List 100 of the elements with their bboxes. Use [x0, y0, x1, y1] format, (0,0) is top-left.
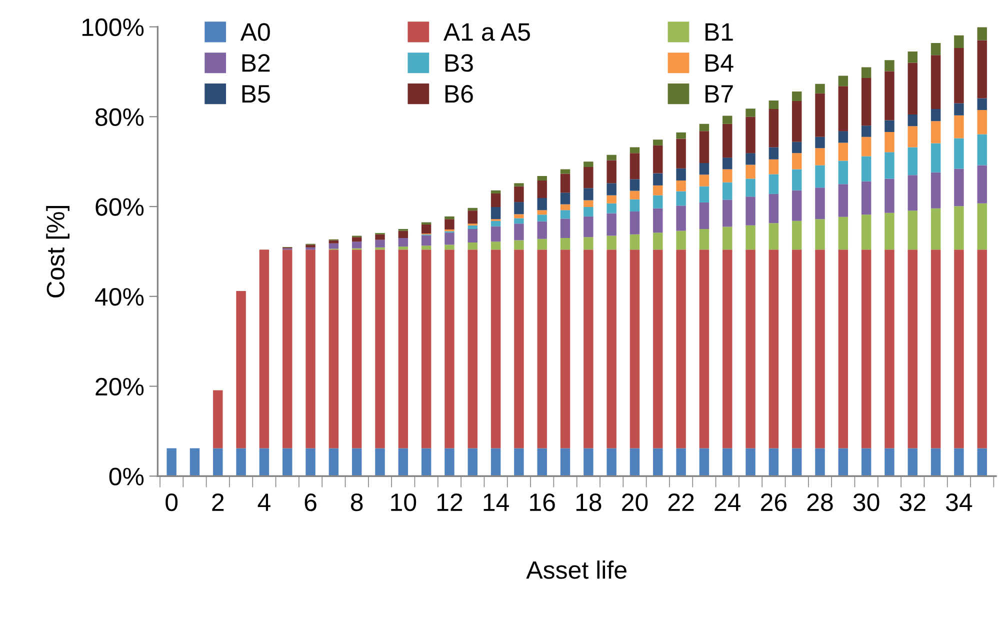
bar [676, 138, 686, 168]
bar [699, 229, 710, 250]
bar [560, 218, 570, 238]
bar [514, 240, 524, 250]
bar [398, 230, 408, 238]
bar [815, 148, 825, 166]
y-axis-title: Cost [%] [46, 206, 70, 298]
bar [606, 213, 616, 236]
bar [838, 184, 848, 217]
bar [954, 168, 964, 206]
bar [792, 153, 802, 170]
bar [560, 192, 570, 204]
x-tick-label: 30 [853, 493, 880, 512]
bar [908, 52, 918, 63]
bar [584, 237, 594, 250]
bar [861, 67, 872, 78]
bar [908, 126, 918, 148]
bar [838, 142, 848, 161]
bar [908, 62, 918, 114]
legend-label: A0 [240, 23, 270, 41]
bar [884, 448, 894, 476]
bar [977, 110, 987, 134]
bar [653, 232, 663, 250]
bar [537, 250, 547, 448]
bar [861, 181, 872, 215]
bar [560, 250, 570, 448]
bar [768, 250, 779, 448]
bar [537, 210, 547, 215]
x-tick-label: 26 [761, 493, 786, 512]
bar [815, 188, 825, 220]
bar [630, 179, 640, 191]
x-tick-label: 20 [622, 493, 648, 512]
bar [884, 152, 894, 179]
bar [699, 250, 710, 448]
bar [861, 126, 872, 137]
bar [421, 250, 432, 448]
y-tick-label: 40% [95, 288, 144, 306]
bar [768, 448, 779, 476]
bar [861, 136, 872, 156]
bar [792, 169, 802, 190]
bar [746, 448, 756, 476]
bar [676, 448, 686, 476]
x-tick-label: 0 [166, 493, 178, 512]
y-tick-label: 80% [96, 108, 144, 126]
bar [606, 154, 616, 160]
bar [722, 448, 732, 476]
bar [884, 120, 894, 132]
bar [468, 208, 478, 211]
bar [838, 216, 848, 250]
bar [815, 219, 825, 250]
bar [676, 250, 686, 448]
bar [908, 210, 918, 250]
bar [306, 250, 316, 448]
bar [838, 160, 848, 184]
bar [606, 203, 616, 214]
bar [213, 448, 223, 476]
bar [815, 448, 825, 476]
bar [699, 202, 710, 230]
bar [537, 214, 547, 222]
bar [490, 194, 501, 207]
x-tick-label: 24 [714, 493, 741, 511]
bar [977, 448, 987, 476]
bar [977, 134, 987, 166]
bar [699, 131, 710, 163]
bar [653, 173, 663, 186]
bar [306, 244, 316, 248]
bar [977, 165, 987, 204]
bar [490, 220, 501, 226]
bar [306, 448, 316, 476]
bar [328, 243, 339, 249]
bar [352, 448, 362, 476]
bar [375, 234, 385, 240]
bar [606, 160, 616, 184]
bar [722, 226, 732, 250]
x-axis-title: Asset life [526, 560, 626, 579]
legend-label: B7 [706, 85, 733, 102]
bar [560, 210, 570, 219]
bar [977, 250, 987, 448]
bar [490, 226, 501, 242]
bar [653, 185, 663, 196]
bar [722, 158, 732, 170]
bar [746, 196, 756, 226]
bar [653, 448, 663, 476]
bar [584, 188, 594, 200]
bar [398, 246, 408, 250]
bar [768, 223, 779, 250]
bar [815, 84, 825, 94]
bar [468, 210, 478, 224]
legend-label: A1 a A5 [443, 23, 530, 41]
bar [838, 76, 848, 86]
bar [468, 225, 478, 230]
bar [375, 448, 385, 476]
bar [444, 219, 454, 230]
bar [930, 208, 941, 250]
bar [861, 214, 872, 250]
x-tick-label: 16 [530, 493, 555, 512]
bar [537, 238, 547, 250]
bar [584, 200, 594, 207]
bar [722, 169, 732, 182]
bar [398, 238, 408, 247]
